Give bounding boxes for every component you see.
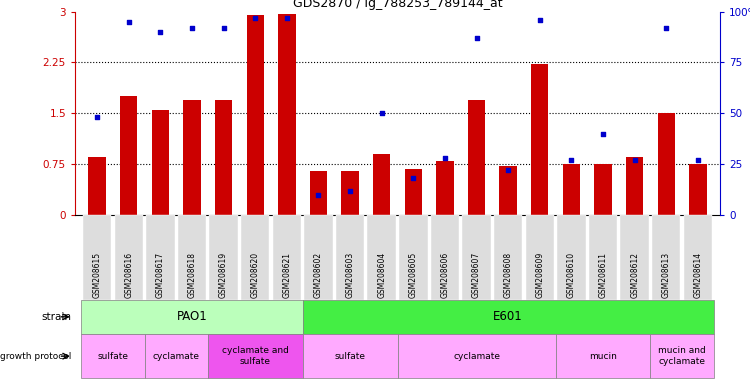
Bar: [183, 100, 201, 215]
Text: strain: strain: [41, 312, 71, 322]
Point: [692, 157, 703, 163]
Bar: [531, 65, 548, 215]
Text: mucin: mucin: [589, 352, 617, 361]
Bar: [120, 96, 137, 215]
Text: GSM208613: GSM208613: [662, 252, 670, 298]
Text: GSM208619: GSM208619: [219, 252, 228, 298]
Bar: [689, 164, 706, 215]
Bar: [88, 157, 106, 215]
Text: sulfate: sulfate: [334, 352, 365, 361]
Point: [344, 187, 356, 194]
Point: [503, 167, 515, 173]
Text: GSM208605: GSM208605: [409, 252, 418, 298]
Text: GSM208602: GSM208602: [314, 252, 323, 298]
Text: GSM208620: GSM208620: [251, 252, 260, 298]
Text: GSM208612: GSM208612: [630, 252, 639, 298]
Bar: [500, 166, 517, 215]
Bar: [310, 171, 327, 215]
Title: GDS2870 / ig_788253_789144_at: GDS2870 / ig_788253_789144_at: [292, 0, 502, 10]
Bar: [152, 110, 169, 215]
Bar: [341, 171, 358, 215]
Text: cyclamate: cyclamate: [453, 352, 500, 361]
Bar: [594, 164, 612, 215]
Text: GSM208621: GSM208621: [282, 252, 291, 298]
Text: GSM208607: GSM208607: [472, 252, 481, 298]
Text: GSM208616: GSM208616: [124, 252, 134, 298]
Bar: [247, 15, 264, 215]
Point: [92, 114, 104, 121]
Point: [534, 17, 546, 23]
Text: GSM208610: GSM208610: [567, 252, 576, 298]
Text: E601: E601: [494, 310, 523, 323]
Point: [249, 15, 261, 21]
Bar: [373, 154, 391, 215]
Text: cyclamate: cyclamate: [153, 352, 200, 361]
Point: [313, 192, 325, 198]
Bar: [626, 157, 644, 215]
Bar: [658, 113, 675, 215]
Text: GSM208614: GSM208614: [693, 252, 702, 298]
Text: GSM208611: GSM208611: [598, 252, 608, 298]
Bar: [562, 164, 580, 215]
Point: [154, 29, 166, 35]
Text: cyclamate and
sulfate: cyclamate and sulfate: [222, 346, 289, 366]
Point: [186, 25, 198, 31]
Text: GSM208608: GSM208608: [504, 252, 513, 298]
Text: GSM208606: GSM208606: [440, 252, 449, 298]
Text: GSM208609: GSM208609: [536, 252, 544, 298]
Text: sulfate: sulfate: [98, 352, 128, 361]
Bar: [436, 161, 454, 215]
Text: GSM208603: GSM208603: [346, 252, 355, 298]
Point: [660, 25, 672, 31]
Text: GSM208604: GSM208604: [377, 252, 386, 298]
Point: [217, 25, 229, 31]
Bar: [468, 100, 485, 215]
Text: GSM208615: GSM208615: [93, 252, 102, 298]
Text: GSM208617: GSM208617: [156, 252, 165, 298]
Text: PAO1: PAO1: [176, 310, 207, 323]
Point: [628, 157, 640, 163]
Bar: [215, 100, 232, 215]
Point: [123, 18, 135, 25]
Point: [470, 35, 482, 41]
Point: [280, 15, 292, 21]
Point: [376, 110, 388, 116]
Text: mucin and
cyclamate: mucin and cyclamate: [658, 346, 706, 366]
Text: growth protocol: growth protocol: [0, 352, 71, 361]
Bar: [278, 13, 296, 215]
Text: GSM208618: GSM208618: [188, 252, 196, 298]
Point: [407, 175, 419, 182]
Bar: [404, 169, 422, 215]
Point: [439, 155, 451, 161]
Point: [597, 131, 609, 137]
Point: [566, 157, 578, 163]
